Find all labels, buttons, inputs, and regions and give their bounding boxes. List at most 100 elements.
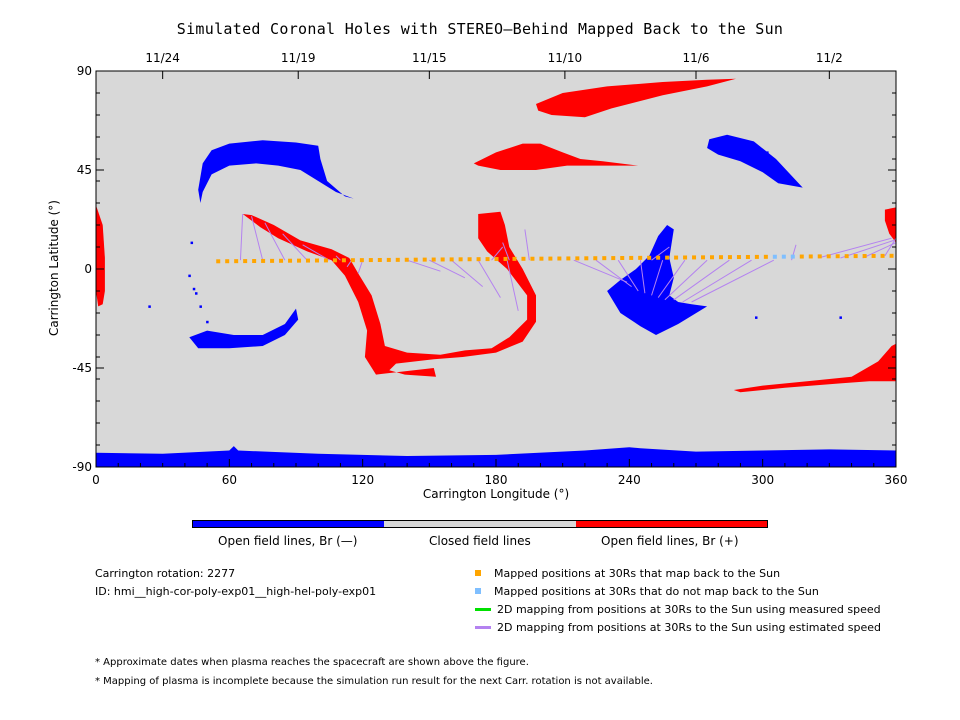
position-mapped: [431, 257, 436, 262]
carrington-rotation: Carrington rotation: 2277: [95, 567, 236, 580]
position-mapped: [835, 254, 840, 259]
legend-item-estimated-speed: 2D mapping from positions at 30Rs to the…: [475, 619, 881, 635]
position-mapped: [656, 255, 661, 260]
position-not-mapped: [781, 254, 786, 259]
small-hole-speck: [839, 316, 842, 319]
position-mapped: [754, 254, 759, 259]
position-mapped: [323, 258, 328, 263]
position-mapped: [243, 259, 248, 264]
position-mapped: [593, 256, 598, 261]
position-mapped: [736, 255, 741, 260]
small-hole-speck: [148, 305, 151, 308]
mapping-line-estimated: [862, 242, 897, 259]
position-mapped: [314, 258, 319, 263]
legend-item-measured-speed: 2D mapping from positions at 30Rs to the…: [475, 601, 881, 617]
y-tick-label: -90: [72, 460, 92, 474]
position-mapped: [359, 258, 364, 263]
position-mapped: [270, 258, 275, 263]
position-mapped: [844, 254, 849, 259]
position-mapped: [449, 257, 454, 262]
position-mapped: [225, 259, 230, 264]
legend-label-not-mapped: Mapped positions at 30Rs that do not map…: [494, 584, 819, 598]
small-hole-speck: [192, 287, 196, 291]
position-mapped: [566, 256, 571, 261]
colorbar-open-positive: [575, 521, 767, 527]
position-mapped: [889, 253, 894, 258]
position-mapped: [377, 257, 382, 262]
position-mapped: [458, 257, 463, 262]
position-mapped: [306, 258, 310, 263]
mapping-line-estimated: [477, 259, 501, 298]
note-dates: * Approximate dates when plasma reaches …: [95, 657, 529, 668]
position-mapped: [692, 255, 697, 260]
mapping-line-estimated: [651, 246, 670, 261]
top-date-label: 11/10: [548, 51, 583, 65]
mapping-line-estimated: [506, 260, 519, 311]
mapping-line-estimated: [429, 259, 466, 279]
legend-swatch-not-mapped: [475, 588, 481, 594]
south-polar-open-negative: [96, 446, 896, 467]
position-mapped: [862, 254, 867, 259]
x-axis-label: Carrington Longitude (°): [423, 487, 569, 501]
position-mapped: [817, 254, 822, 259]
x-tick-label: 240: [618, 473, 641, 487]
mapping-line-estimated: [357, 260, 364, 274]
x-tick-label: 60: [222, 473, 237, 487]
y-tick-label: 0: [84, 262, 92, 276]
position-mapped: [413, 257, 418, 262]
mapping-line-estimated: [651, 260, 664, 296]
position-mapped: [674, 255, 679, 260]
hole-negative-north-2: [707, 134, 803, 188]
position-mapped: [853, 254, 858, 259]
position-mapped: [252, 259, 257, 264]
legend-label-estimated-speed: 2D mapping from positions at 30Rs to the…: [497, 620, 882, 634]
mapping-line-estimated: [639, 260, 646, 294]
position-mapped: [332, 258, 337, 263]
hole-negative-north-1: [198, 140, 354, 203]
small-hole-speck: [766, 151, 769, 154]
position-mapped: [575, 256, 580, 261]
position-not-mapped: [790, 254, 795, 259]
hole-negative-mid: [607, 225, 708, 335]
coronal-hole-map: 0 60 120 180 240 300 360 90 45 0 -45 -90 11/24 11/19 1…: [47, 51, 908, 501]
small-hole-speck: [188, 274, 191, 278]
top-date-label: 11/19: [281, 51, 316, 65]
mapping-line-estimated: [491, 246, 504, 261]
mapping-line-estimated: [657, 259, 686, 298]
position-mapped: [261, 258, 266, 263]
legend-item-not-mapped: Mapped positions at 30Rs that do not map…: [475, 583, 819, 599]
mapping-line-estimated: [673, 259, 730, 301]
position-mapped: [386, 257, 391, 262]
mapping-line-estimated: [335, 255, 341, 261]
colorbar-label-positive: Open field lines, Br (+): [601, 534, 739, 548]
position-mapped: [745, 254, 750, 259]
small-hole-speck: [190, 241, 194, 245]
mapping-line-estimated: [282, 233, 308, 261]
x-tick-label: 360: [885, 473, 908, 487]
hole-positive-south: [733, 343, 896, 393]
x-tick-label: 300: [751, 473, 774, 487]
position-mapped: [476, 257, 481, 262]
position-mapped: [521, 256, 526, 261]
hole-positive-north-2: [473, 143, 639, 170]
position-mapped: [288, 258, 293, 263]
plot-area: [96, 71, 897, 467]
top-date-label: 11/15: [412, 51, 447, 65]
position-mapped: [485, 257, 490, 262]
position-mapped: [620, 256, 625, 260]
position-mapped: [350, 258, 355, 263]
position-mapped: [602, 256, 607, 261]
position-mapped: [727, 255, 732, 260]
mapping-line-estimated: [302, 244, 330, 261]
position-mapped: [422, 257, 427, 262]
y-tick-label: 90: [77, 64, 92, 78]
small-hole-speck: [195, 292, 198, 295]
position-mapped: [530, 256, 535, 261]
legend-swatch-measured-speed: [475, 607, 491, 611]
position-mapped: [701, 255, 706, 260]
x-tick-label: 120: [351, 473, 374, 487]
position-mapped: [718, 255, 723, 260]
position-mapped: [826, 254, 831, 259]
mapping-line-estimated: [264, 222, 286, 261]
position-mapped: [440, 257, 445, 262]
